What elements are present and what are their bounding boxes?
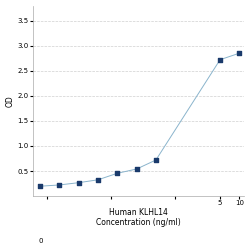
Point [96,178,100,182]
Point [77,181,81,185]
Text: 0: 0 [38,238,43,244]
Point [135,167,139,171]
Point [154,158,158,162]
X-axis label: Human KLHL14
Concentration (ng/ml): Human KLHL14 Concentration (ng/ml) [96,208,181,227]
Point [237,51,241,55]
Point [57,183,61,187]
Point [115,171,119,175]
Point [218,58,222,62]
Point [38,184,42,188]
Y-axis label: OD: OD [6,95,15,107]
